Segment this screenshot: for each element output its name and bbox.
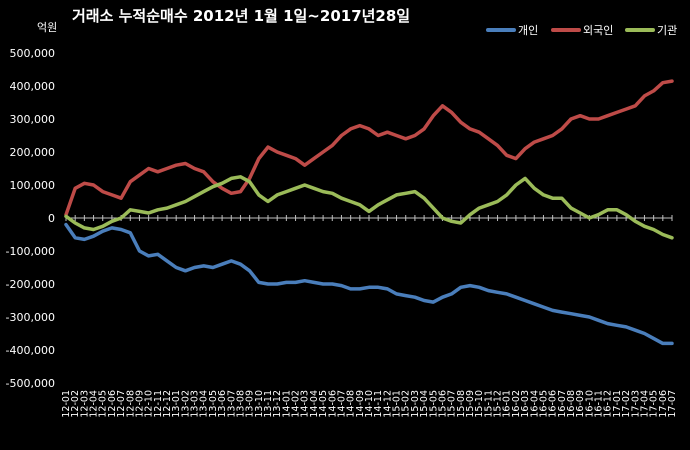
x-tick-label: 12-12 bbox=[162, 390, 173, 418]
x-tick-label: 15-09 bbox=[465, 390, 476, 418]
x-tick-label: 12-11 bbox=[153, 390, 164, 418]
legend-item-1: 외국인 bbox=[551, 24, 613, 37]
x-tick-label: 17-07 bbox=[667, 390, 678, 418]
x-tick-label: 14-04 bbox=[309, 390, 320, 418]
series-line-2 bbox=[64, 175, 674, 240]
x-tick-label: 13-06 bbox=[217, 390, 228, 418]
x-tick-label: 16-09 bbox=[575, 390, 586, 418]
y-tick-label: 400,000 bbox=[10, 80, 56, 93]
x-tick-label: 12-02 bbox=[70, 390, 81, 418]
x-tick-label: 14-06 bbox=[327, 390, 338, 418]
x-tick-label: 13-08 bbox=[235, 390, 246, 418]
y-axis: -500,000 -400,000 -300,000 -200,000 -100,000… bbox=[6, 47, 55, 390]
x-tick-label: 12-04 bbox=[89, 390, 100, 418]
y-tick-label: -300,000 bbox=[6, 311, 55, 324]
x-tick-label: 13-02 bbox=[180, 390, 191, 418]
x-tick-label: 15-05 bbox=[428, 390, 439, 418]
x-tick-label: 16-02 bbox=[511, 390, 522, 418]
x-tick-label: 13-11 bbox=[263, 390, 274, 418]
legend-label-0: 개인 bbox=[518, 24, 538, 37]
x-tick-label: 16-12 bbox=[603, 390, 614, 418]
x-tick-label: 14-10 bbox=[364, 390, 375, 418]
x-tick-label: 15-03 bbox=[410, 390, 421, 418]
x-tick-label: 12-07 bbox=[116, 390, 127, 418]
y-tick-label: 100,000 bbox=[10, 179, 56, 192]
legend-label-1: 외국인 bbox=[583, 24, 613, 37]
x-tick-label: 12-03 bbox=[79, 390, 90, 418]
x-tick-label: 14-05 bbox=[318, 390, 329, 418]
x-tick-label: 14-12 bbox=[382, 390, 393, 418]
chart-title: 거래소 누적순매수 2012년 1월 1일~2017년28일 bbox=[72, 7, 410, 25]
x-tick-label: 15-06 bbox=[437, 390, 448, 418]
x-axis: 12-0112-0212-0312-0412-0512-0612-0712-08… bbox=[61, 215, 678, 418]
x-tick-label: 13-10 bbox=[254, 390, 265, 418]
y-tick-label: -200,000 bbox=[6, 278, 55, 291]
y-tick-label: -500,000 bbox=[6, 377, 55, 390]
x-tick-label: 15-07 bbox=[447, 390, 458, 418]
x-tick-label: 12-06 bbox=[107, 390, 118, 418]
x-tick-label: 13-01 bbox=[171, 390, 182, 418]
y-tick-label: 200,000 bbox=[10, 146, 56, 159]
x-tick-label: 14-09 bbox=[355, 390, 366, 418]
x-tick-label: 13-05 bbox=[208, 390, 219, 418]
series-line-0 bbox=[64, 222, 674, 346]
x-tick-label: 13-04 bbox=[199, 390, 210, 418]
x-tick-label: 13-12 bbox=[272, 390, 283, 418]
unit-label: 억원 bbox=[37, 21, 57, 34]
x-tick-label: 16-08 bbox=[566, 390, 577, 418]
x-tick-label: 17-02 bbox=[621, 390, 632, 418]
x-tick-label: 17-06 bbox=[658, 390, 669, 418]
x-tick-label: 13-09 bbox=[245, 390, 256, 418]
x-tick-label: 14-02 bbox=[291, 390, 302, 418]
series-lines bbox=[64, 79, 674, 346]
x-tick-label: 14-08 bbox=[346, 390, 357, 418]
x-tick-label: 17-04 bbox=[639, 390, 650, 418]
legend-label-2: 기관 bbox=[657, 24, 677, 37]
x-tick-label: 12-01 bbox=[61, 390, 72, 418]
x-tick-label: 16-11 bbox=[594, 390, 605, 418]
x-tick-label: 13-03 bbox=[190, 390, 201, 418]
x-tick-label: 13-07 bbox=[226, 390, 237, 418]
x-tick-label: 16-03 bbox=[520, 390, 531, 418]
x-tick-label: 16-05 bbox=[538, 390, 549, 418]
legend-item-0: 개인 bbox=[486, 24, 538, 37]
x-tick-label: 15-01 bbox=[392, 390, 403, 418]
x-tick-label: 17-03 bbox=[630, 390, 641, 418]
legend-item-2: 기관 bbox=[625, 24, 677, 37]
x-tick-label: 14-03 bbox=[300, 390, 311, 418]
x-tick-label: 16-07 bbox=[557, 390, 568, 418]
x-tick-label: 17-01 bbox=[612, 390, 623, 418]
x-tick-label: 12-09 bbox=[134, 390, 145, 418]
x-tick-label: 17-05 bbox=[649, 390, 660, 418]
x-tick-label: 15-12 bbox=[493, 390, 504, 418]
y-tick-label: 500,000 bbox=[10, 47, 56, 60]
x-tick-label: 16-04 bbox=[529, 390, 540, 418]
x-tick-label: 14-11 bbox=[373, 390, 384, 418]
y-tick-label: 0 bbox=[48, 212, 55, 225]
x-tick-label: 15-10 bbox=[474, 390, 485, 418]
y-tick-label: -100,000 bbox=[6, 245, 55, 258]
x-tick-label: 14-07 bbox=[336, 390, 347, 418]
x-tick-label: 12-10 bbox=[144, 390, 155, 418]
x-tick-label: 12-05 bbox=[98, 390, 109, 418]
x-tick-label: 16-01 bbox=[502, 390, 513, 418]
x-tick-label: 16-10 bbox=[584, 390, 595, 418]
x-tick-label: 12-08 bbox=[125, 390, 136, 418]
x-tick-label: 15-08 bbox=[456, 390, 467, 418]
x-tick-label: 15-11 bbox=[483, 390, 494, 418]
x-tick-label: 15-02 bbox=[401, 390, 412, 418]
x-tick-label: 14-01 bbox=[281, 390, 292, 418]
series-line-1 bbox=[64, 79, 674, 217]
y-tick-label: -400,000 bbox=[6, 344, 55, 357]
x-tick-label: 16-06 bbox=[548, 390, 559, 418]
y-tick-label: 300,000 bbox=[10, 113, 56, 126]
legend: 개인 외국인 기관 bbox=[486, 24, 677, 37]
x-tick-label: 15-04 bbox=[419, 390, 430, 418]
